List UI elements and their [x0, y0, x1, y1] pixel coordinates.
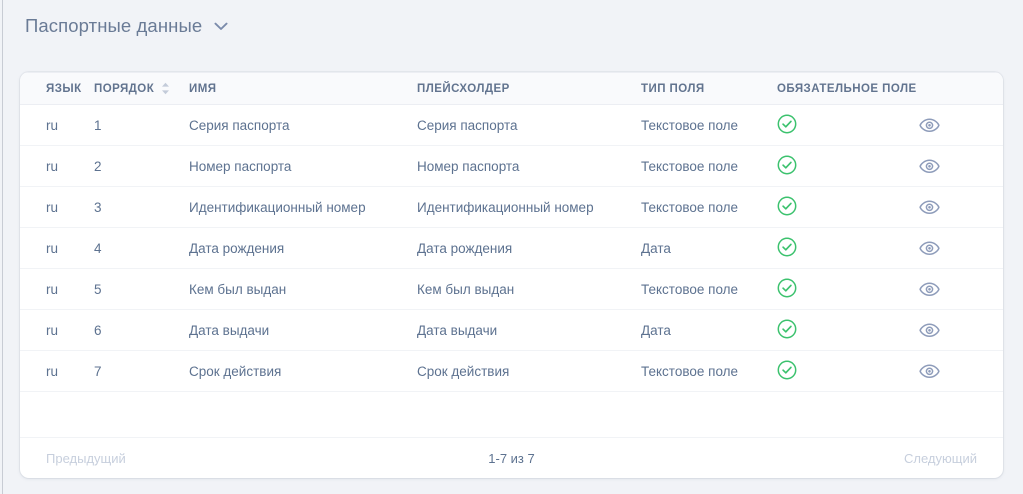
- cell-name: Срок действия: [189, 350, 417, 392]
- cell-placeholder: Серия паспорта: [417, 104, 641, 146]
- cell-placeholder: Номер паспорта: [417, 145, 641, 187]
- check-circle-icon: [777, 319, 797, 339]
- column-header-actions: [917, 72, 1003, 105]
- table-row[interactable]: ru 5 Кем был выдан Кем был выдан Текстовое п…: [20, 268, 1003, 310]
- cell-order: 3: [94, 186, 189, 228]
- cell-language: ru: [20, 350, 94, 392]
- table-row[interactable]: ru 3 Идентификационный номер Идентификацион…: [20, 186, 1003, 228]
- table-row[interactable]: ru 4 Дата рождения Дата рождения Дата: [20, 227, 1003, 269]
- cell-order: 6: [94, 309, 189, 351]
- viewport-left-rule: [2, 0, 3, 494]
- pagination-next-button[interactable]: Следующий: [904, 450, 977, 466]
- cell-field-type: Текстовое поле: [641, 350, 777, 392]
- cell-actions: [917, 268, 1003, 310]
- check-circle-icon: [777, 278, 797, 298]
- check-circle-icon: [777, 155, 797, 175]
- column-header-placeholder[interactable]: ПЛЕЙСХОЛДЕР: [417, 72, 641, 105]
- cell-name: Дата выдачи: [189, 309, 417, 351]
- cell-order: 7: [94, 350, 189, 392]
- cell-order: 5: [94, 268, 189, 310]
- cell-field-type: Текстовое поле: [641, 186, 777, 228]
- table-row[interactable]: ru 1 Серия паспорта Серия паспорта Текстовое…: [20, 104, 1003, 146]
- cell-actions: [917, 227, 1003, 269]
- cell-required: [777, 350, 917, 392]
- eye-icon[interactable]: [917, 318, 941, 342]
- data-card: ЯЗЫК ПОРЯДОК: [20, 72, 1003, 478]
- table-body: ru 1 Серия паспорта Серия паспорта Текстовое…: [20, 104, 1003, 392]
- cell-field-type: Дата: [641, 227, 777, 269]
- cell-name: Серия паспорта: [189, 104, 417, 146]
- cell-name: Номер паспорта: [189, 145, 417, 187]
- eye-icon[interactable]: [917, 359, 941, 383]
- cell-actions: [917, 145, 1003, 187]
- column-header-name-label: ИМЯ: [189, 82, 217, 95]
- column-header-order-label: ПОРЯДОК: [94, 82, 155, 95]
- eye-icon[interactable]: [917, 154, 941, 178]
- column-header-field-type[interactable]: ТИП ПОЛЯ: [641, 72, 777, 105]
- cell-field-type: Текстовое поле: [641, 268, 777, 310]
- column-header-required[interactable]: ОБЯЗАТЕЛЬНОЕ ПОЛЕ: [777, 72, 917, 105]
- cell-language: ru: [20, 227, 94, 269]
- cell-required: [777, 104, 917, 146]
- eye-icon[interactable]: [917, 195, 941, 219]
- column-header-field-type-label: ТИП ПОЛЯ: [641, 82, 705, 95]
- sort-updown-icon[interactable]: [161, 82, 170, 95]
- cell-order: 4: [94, 227, 189, 269]
- cell-field-type: Текстовое поле: [641, 104, 777, 146]
- column-header-language[interactable]: ЯЗЫК: [20, 72, 94, 105]
- cell-order: 2: [94, 145, 189, 187]
- cell-language: ru: [20, 186, 94, 228]
- cell-placeholder: Дата выдачи: [417, 309, 641, 351]
- page-header: Паспортные данные: [0, 0, 1023, 52]
- cell-placeholder: Кем был выдан: [417, 268, 641, 310]
- table-row[interactable]: ru 7 Срок действия Срок действия Текстовое п…: [20, 350, 1003, 392]
- column-header-placeholder-label: ПЛЕЙСХОЛДЕР: [417, 82, 510, 95]
- page-title: Паспортные данные: [25, 14, 203, 36]
- cell-field-type: Дата: [641, 309, 777, 351]
- column-header-name[interactable]: ИМЯ: [189, 72, 417, 105]
- cell-required: [777, 268, 917, 310]
- table-row[interactable]: ru 6 Дата выдачи Дата выдачи Дата: [20, 309, 1003, 351]
- cell-required: [777, 186, 917, 228]
- table-header-row: ЯЗЫК ПОРЯДОК: [20, 72, 1003, 105]
- cell-language: ru: [20, 309, 94, 351]
- cell-field-type: Текстовое поле: [641, 145, 777, 187]
- column-header-order[interactable]: ПОРЯДОК: [94, 72, 189, 105]
- fields-table: ЯЗЫК ПОРЯДОК: [20, 72, 1003, 392]
- chevron-down-icon[interactable]: [214, 22, 228, 31]
- check-circle-icon: [777, 114, 797, 134]
- table-header: ЯЗЫК ПОРЯДОК: [20, 72, 1003, 105]
- pagination-range-label: 1-7 из 7: [488, 450, 535, 466]
- cell-required: [777, 309, 917, 351]
- column-header-required-label: ОБЯЗАТЕЛЬНОЕ ПОЛЕ: [777, 82, 917, 95]
- eye-icon[interactable]: [917, 113, 941, 137]
- check-circle-icon: [777, 360, 797, 380]
- column-header-language-label: ЯЗЫК: [46, 82, 82, 95]
- cell-placeholder: Дата рождения: [417, 227, 641, 269]
- cell-actions: [917, 186, 1003, 228]
- cell-language: ru: [20, 268, 94, 310]
- check-circle-icon: [777, 237, 797, 257]
- cell-name: Идентификационный номер: [189, 186, 417, 228]
- cell-actions: [917, 309, 1003, 351]
- pagination-previous-button[interactable]: Предыдущий: [46, 450, 126, 466]
- eye-icon[interactable]: [917, 277, 941, 301]
- cell-name: Кем был выдан: [189, 268, 417, 310]
- eye-icon[interactable]: [917, 236, 941, 260]
- cell-language: ru: [20, 145, 94, 187]
- cell-name: Дата рождения: [189, 227, 417, 269]
- cell-placeholder: Срок действия: [417, 350, 641, 392]
- cell-placeholder: Идентификационный номер: [417, 186, 641, 228]
- cell-actions: [917, 350, 1003, 392]
- cell-actions: [917, 104, 1003, 146]
- cell-required: [777, 227, 917, 269]
- pagination-bar: Предыдущий 1-7 из 7 Следующий: [20, 437, 1003, 478]
- table-row[interactable]: ru 2 Номер паспорта Номер паспорта Текстовое…: [20, 145, 1003, 187]
- cell-required: [777, 145, 917, 187]
- cell-order: 1: [94, 104, 189, 146]
- cell-language: ru: [20, 104, 94, 146]
- check-circle-icon: [777, 196, 797, 216]
